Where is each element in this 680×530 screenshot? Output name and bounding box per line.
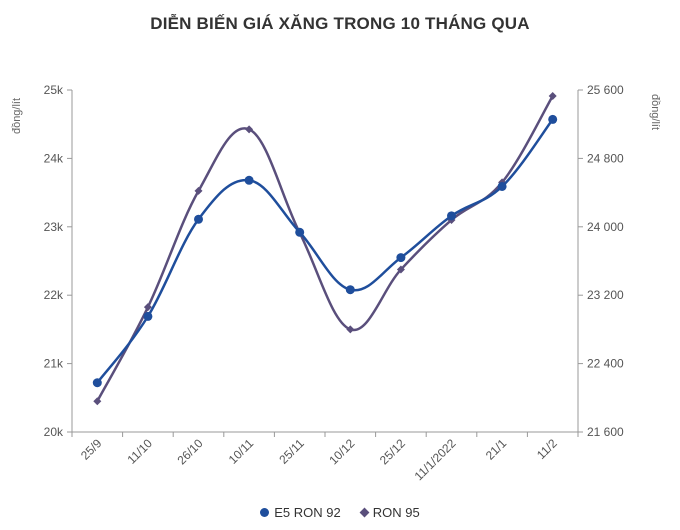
series-line-e5-ron-92 — [96, 118, 554, 384]
right-tick-label: 25 600 — [587, 83, 624, 97]
x-tick-label: 25/11 — [276, 436, 307, 467]
data-point-e5-ron-92 — [396, 253, 406, 263]
data-point-ron-95 — [548, 91, 557, 100]
x-tick-label: 11/2 — [534, 436, 560, 462]
left-axis: 20k 21k 22k 23k 24k 25k đồng/lít — [11, 83, 73, 439]
legend: E5 RON 92 RON 95 — [0, 505, 680, 520]
right-tick-label: 22 400 — [587, 357, 624, 371]
right-tick-label: 21 600 — [587, 425, 624, 439]
data-point-ron-95 — [396, 265, 405, 274]
data-point-e5-ron-92 — [143, 311, 153, 321]
legend-label: E5 RON 92 — [274, 505, 341, 520]
data-point-e5-ron-92 — [194, 214, 203, 224]
right-axis-label: đồng/lít — [649, 94, 661, 130]
x-tick-label: 26/10 — [174, 436, 205, 467]
legend-item-e5-ron92[interactable]: E5 RON 92 — [260, 505, 341, 520]
series-line-ron-95 — [96, 95, 554, 402]
x-tick-label: 10/12 — [326, 436, 357, 467]
right-tick-label: 24 800 — [587, 151, 624, 165]
left-tick-label: 20k — [44, 425, 64, 439]
data-point-ron-95 — [194, 186, 203, 195]
x-tick-label: 21/1 — [483, 436, 510, 463]
right-axis: 21 600 22 400 23 200 24 000 24 800 25 600 đồng… — [577, 83, 661, 439]
circle-marker-icon — [260, 508, 270, 517]
x-tick-label: 25/12 — [377, 436, 408, 467]
data-point-e5-ron-92 — [295, 227, 305, 237]
series-layer — [92, 91, 558, 406]
x-tick-label: 10/11 — [226, 436, 257, 467]
data-point-e5-ron-92 — [244, 175, 254, 185]
data-point-ron-95 — [143, 303, 152, 312]
data-point-e5-ron-92 — [345, 285, 355, 295]
data-point-e5-ron-92 — [497, 181, 507, 191]
left-tick-label: 24k — [44, 151, 64, 165]
data-point-e5-ron-92 — [92, 378, 102, 388]
left-tick-label: 23k — [44, 220, 64, 234]
left-axis-label: đồng/lít — [11, 98, 23, 134]
left-tick-label: 25k — [44, 83, 64, 97]
data-point-e5-ron-92 — [447, 211, 456, 221]
x-tick-label: 11/10 — [125, 436, 156, 467]
diamond-marker-icon — [359, 507, 370, 518]
data-point-ron-95 — [245, 125, 254, 134]
data-point-e5-ron-92 — [548, 114, 558, 124]
x-tick-label: 25/9 — [78, 436, 105, 463]
right-tick-label: 23 200 — [587, 288, 624, 302]
right-tick-label: 24 000 — [587, 220, 624, 234]
left-tick-label: 21k — [44, 357, 64, 371]
data-point-ron-95 — [93, 397, 102, 406]
left-tick-label: 22k — [44, 288, 64, 302]
legend-item-ron95[interactable]: RON 95 — [359, 505, 420, 520]
x-tick-label: 11/1/2022 — [412, 436, 459, 483]
x-axis: 25/9 11/10 26/10 10/11 25/11 10/12 25/12 11/1/2… — [71, 431, 579, 483]
chart-title: DIỄN BIẾN GIÁ XĂNG TRONG 10 THÁNG QUA — [150, 14, 530, 33]
data-point-ron-95 — [346, 325, 355, 334]
legend-label: RON 95 — [372, 505, 420, 520]
